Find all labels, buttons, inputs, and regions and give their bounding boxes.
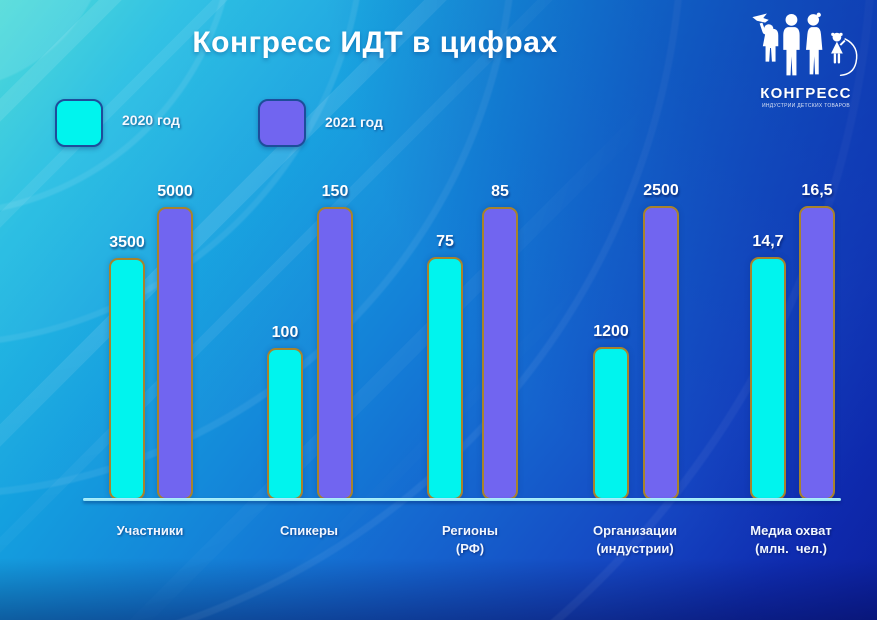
axis-baseline xyxy=(83,498,841,501)
bar-2021-group2 xyxy=(317,207,353,500)
value-label-2021-group5: 16,5 xyxy=(801,182,833,199)
bar-2021-group4 xyxy=(643,206,679,500)
family-silhouette-icon xyxy=(752,12,858,77)
value-label-2020-group5: 14,7 xyxy=(752,233,784,250)
bar-2021-group5 xyxy=(799,206,835,500)
value-label-2020-group3: 75 xyxy=(436,233,454,250)
bar-2020-group2 xyxy=(267,348,303,500)
value-label-2021-group2: 150 xyxy=(321,183,349,200)
category-label-1: Участники xyxy=(116,523,184,538)
bar-2021-group1 xyxy=(157,207,193,500)
value-label-2021-group1: 5000 xyxy=(157,183,193,200)
bar-2020-group4 xyxy=(593,347,629,500)
bar-2020-group1 xyxy=(109,258,145,500)
legend-swatch-2021 xyxy=(258,99,306,147)
category-label-2: Спикеры xyxy=(279,523,338,538)
value-label-2021-group3: 85 xyxy=(491,183,509,200)
value-label-2020-group2: 100 xyxy=(271,324,299,341)
bar-2021-group3 xyxy=(482,207,518,500)
category-label-5: Медиа охват (млн. чел.) xyxy=(750,523,832,556)
legend-label-2021: 2021 год xyxy=(325,114,383,130)
category-label-4: Организации (индустрии) xyxy=(592,523,678,556)
value-label-2020-group4: 1200 xyxy=(593,323,629,340)
bar-2020-group5 xyxy=(750,257,786,500)
page-title: Конгресс ИДТ в цифрах xyxy=(192,26,558,59)
bar-2020-group3 xyxy=(427,257,463,500)
legend-swatch-2020 xyxy=(55,99,103,147)
legend-label-2020: 2020 год xyxy=(122,112,180,128)
category-label-3: Регионы (РФ) xyxy=(442,523,498,556)
value-label-2020-group1: 3500 xyxy=(109,234,145,251)
value-label-2021-group4: 2500 xyxy=(643,182,679,199)
logo-subtitle: ИНДУСТРИИ ДЕТСКИХ ТОВАРОВ xyxy=(761,103,851,109)
congress-logo: КОНГРЕСС ИНДУСТРИИ ДЕТСКИХ ТОВАРОВ xyxy=(742,8,870,109)
logo-name: КОНГРЕСС xyxy=(760,85,852,102)
